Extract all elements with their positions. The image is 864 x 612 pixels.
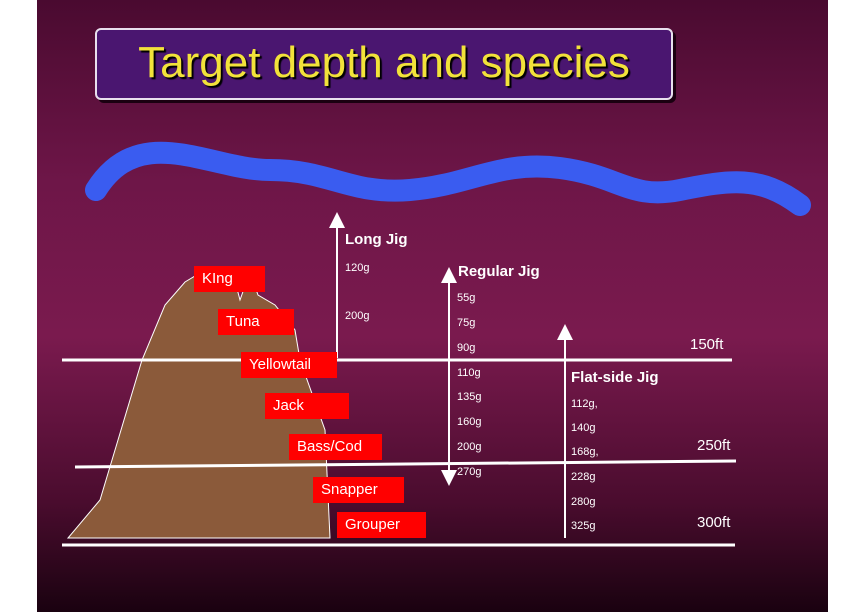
regular-jig-label: Regular Jig: [458, 263, 540, 280]
flat-side-jig-weight: 112g,: [571, 398, 598, 410]
species-tag-king: KIng: [194, 266, 265, 292]
depth-line-250ft: [74, 459, 737, 469]
species-tag-bass-cod: Bass/Cod: [289, 434, 382, 460]
title-box: Target depth and species: [95, 28, 673, 100]
reef-shape: [66, 269, 331, 539]
ocean-wave: [85, 141, 811, 216]
long-jig-weight: 200g: [345, 310, 370, 322]
regular-jig-weight: 90g: [457, 342, 476, 354]
regular-jig-weight: 110g: [457, 367, 481, 379]
page-title: Target depth and species: [138, 38, 630, 87]
species-tag-snapper: Snapper: [313, 477, 404, 503]
species-tag-yellowtail: Yellowtail: [241, 352, 337, 378]
regular-jig-weight: 75g: [457, 317, 476, 329]
long-jig-label: Long Jig: [345, 231, 408, 248]
species-tag-tuna: Tuna: [218, 309, 294, 335]
regular-jig-weight: 135g: [457, 391, 482, 403]
species-tag-jack: Jack: [265, 393, 349, 419]
flat-side-jig-weight: 325g: [571, 520, 596, 532]
regular-jig-weight: 270g: [457, 466, 482, 478]
flat-side-jig-weight: 168g,: [571, 446, 599, 458]
long-jig-weight: 120g: [345, 262, 370, 274]
depth-label-250ft: 250ft: [697, 437, 731, 454]
regular-jig-weight: 200g: [457, 441, 482, 453]
flat-side-jig-weight: 228g: [571, 471, 596, 483]
species-tag-grouper: Grouper: [337, 512, 426, 538]
regular-jig-weight: 55g: [457, 292, 476, 304]
depth-label-300ft: 300ft: [697, 514, 731, 531]
flat-side-jig-weight: 280g: [571, 496, 596, 508]
flat-side-jig-label: Flat-side Jig: [571, 369, 659, 386]
depth-label-150ft: 150ft: [690, 336, 724, 353]
regular-jig-weight: 160g: [457, 416, 482, 428]
flat-side-jig-weight: 140g: [571, 422, 596, 434]
